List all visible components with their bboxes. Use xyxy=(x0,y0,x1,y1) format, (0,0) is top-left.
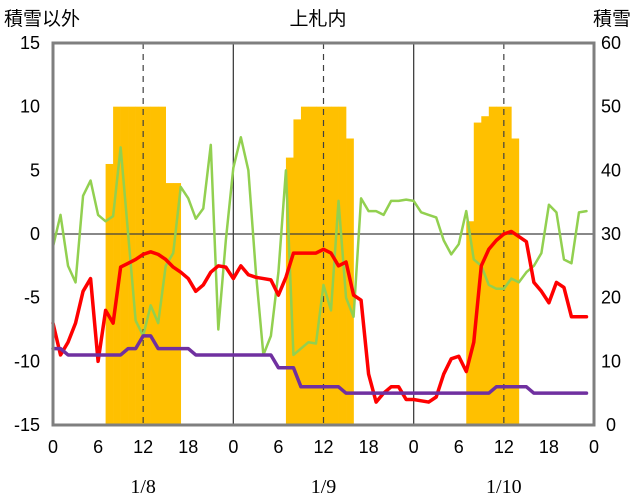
right-tick-label: 50 xyxy=(601,97,621,117)
snow-bar xyxy=(293,119,302,426)
x-axis-hour-ticks: 0 6 12 18 0 6 12 18 0 6 12 18 0 xyxy=(48,437,599,457)
series-purple-line xyxy=(51,334,589,395)
hour-tick-label: 6 xyxy=(93,437,103,457)
series-lines xyxy=(51,135,589,404)
hour-tick-label: 6 xyxy=(273,437,283,457)
series-red-line xyxy=(51,229,589,404)
snow-depth-bars xyxy=(105,106,520,426)
snow-bar xyxy=(323,106,332,426)
right-tick-label: 10 xyxy=(601,351,621,371)
right-tick-label: 30 xyxy=(601,224,621,244)
snow-bar xyxy=(488,106,497,426)
right-tick-label: 60 xyxy=(601,33,621,53)
hour-tick-label: 18 xyxy=(359,437,379,457)
right-tick-label: 20 xyxy=(601,288,621,308)
right-tick-label: 40 xyxy=(601,160,621,180)
right-tick-label: 0 xyxy=(606,415,616,435)
snow-bar xyxy=(466,221,475,425)
left-tick-label: -10 xyxy=(14,351,40,371)
left-axis-label: 積雪以外 xyxy=(4,8,80,30)
left-tick-label: -15 xyxy=(14,415,40,435)
left-tick-label: 15 xyxy=(20,33,40,53)
hour-tick-label: 18 xyxy=(178,437,198,457)
hour-tick-label: 12 xyxy=(494,437,514,457)
hour-tick-label: 18 xyxy=(539,437,559,457)
hour-tick-label: 0 xyxy=(48,437,58,457)
snow-bar xyxy=(165,183,174,425)
snow-bar xyxy=(503,106,512,426)
snow-bar xyxy=(158,106,166,426)
snow-bar xyxy=(143,106,151,426)
snow-bar xyxy=(113,106,121,426)
left-tick-label: 5 xyxy=(30,160,40,180)
right-axis-label: 積雪 xyxy=(593,8,631,30)
x-axis-date-labels: 1/8 1/9 1/10 xyxy=(130,476,521,498)
date-label: 1/9 xyxy=(311,476,337,498)
hour-tick-label: 0 xyxy=(228,437,238,457)
left-tick-label: -5 xyxy=(24,288,40,308)
snow-bar xyxy=(135,106,144,426)
date-label: 1/10 xyxy=(486,476,522,498)
snow-bar xyxy=(105,163,114,425)
series-green-line xyxy=(51,135,588,357)
plot-frame xyxy=(51,41,596,427)
hour-tick-label: 12 xyxy=(313,437,333,457)
snow-bar xyxy=(308,106,317,426)
snow-bar xyxy=(300,106,309,426)
hour-tick-label: 0 xyxy=(589,437,599,457)
hour-tick-label: 6 xyxy=(454,437,464,457)
snow-bar xyxy=(473,122,482,425)
chart-title: 上札内 xyxy=(289,8,346,30)
date-label: 1/8 xyxy=(130,476,156,498)
snow-bar xyxy=(481,116,490,425)
snow-bar xyxy=(173,183,182,425)
hour-tick-label: 0 xyxy=(409,437,419,457)
snow-bar xyxy=(150,106,159,426)
left-tick-label: 0 xyxy=(30,224,40,244)
snow-bar xyxy=(496,106,505,426)
left-tick-label: 10 xyxy=(20,97,40,117)
left-axis-ticks: 15 10 5 0 -5 -10 -15 xyxy=(14,33,40,435)
snow-bar xyxy=(315,106,324,426)
right-axis-ticks: 60 50 40 30 20 10 0 xyxy=(601,33,621,435)
hour-tick-label: 12 xyxy=(133,437,153,457)
